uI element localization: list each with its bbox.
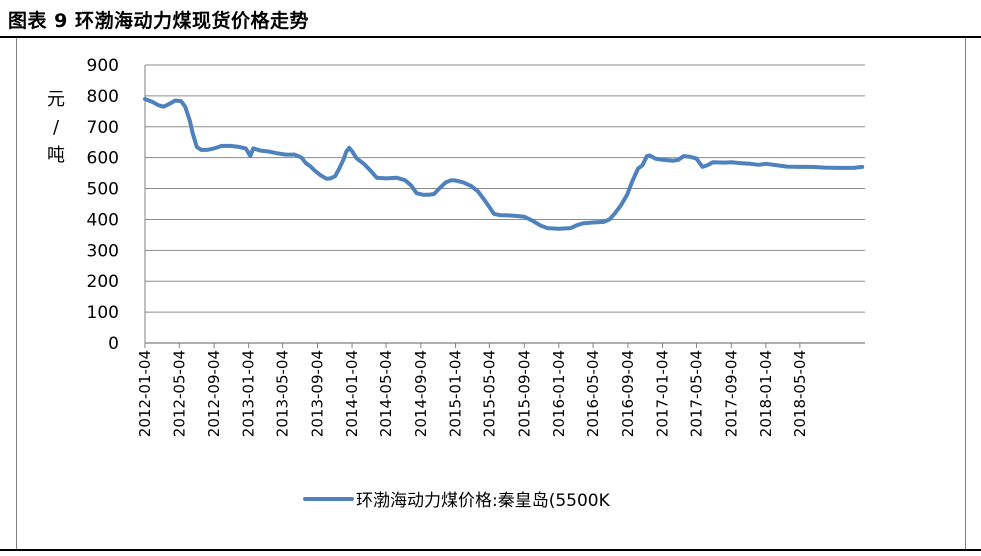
bottom-rule bbox=[0, 549, 981, 551]
y-axis-label-char: 元 bbox=[47, 89, 65, 110]
x-tick-label: 2013-05-04 bbox=[274, 350, 292, 437]
legend-label: 环渤海动力煤价格:秦皇岛(5500K bbox=[356, 491, 611, 511]
x-tick-label: 2012-05-04 bbox=[170, 350, 188, 437]
x-tick-label: 2017-05-04 bbox=[687, 350, 705, 437]
x-tick-label: 2013-01-04 bbox=[240, 350, 258, 437]
series-line bbox=[143, 97, 865, 231]
x-tick-label: 2012-09-04 bbox=[205, 350, 223, 437]
y-tick-label: 400 bbox=[87, 210, 119, 230]
chart-box bbox=[16, 38, 966, 549]
y-tick-label: 800 bbox=[87, 87, 119, 107]
x-tick-label: 2017-01-04 bbox=[653, 350, 671, 437]
x-tick-label: 2013-09-04 bbox=[308, 350, 326, 437]
x-tick-label: 2016-09-04 bbox=[619, 350, 637, 437]
y-tick-label: 100 bbox=[87, 303, 119, 323]
x-tick-label: 2016-05-04 bbox=[584, 350, 602, 437]
x-tick-label: 2015-01-04 bbox=[446, 350, 464, 437]
x-tick-label: 2018-05-04 bbox=[791, 350, 809, 437]
y-tick-label: 500 bbox=[87, 180, 119, 200]
y-axis-label-char: 吨 bbox=[47, 145, 65, 166]
x-tick-label: 2014-09-04 bbox=[412, 350, 430, 437]
x-tick-label: 2018-01-04 bbox=[757, 350, 775, 437]
figure-title: 图表 9 环渤海动力煤现货价格走势 bbox=[8, 10, 309, 32]
y-tick-label: 600 bbox=[87, 149, 119, 169]
x-tick-label: 2015-09-04 bbox=[515, 350, 533, 437]
x-tick-label: 2015-05-04 bbox=[480, 350, 498, 437]
y-tick-label: 0 bbox=[108, 334, 119, 354]
y-tick-label: 700 bbox=[87, 118, 119, 138]
y-tick-label: 200 bbox=[87, 272, 119, 292]
y-axis-label-char: / bbox=[53, 117, 60, 138]
y-tick-label: 900 bbox=[87, 56, 119, 76]
x-tick-label: 2012-01-04 bbox=[136, 350, 154, 437]
top-rule bbox=[0, 36, 981, 38]
x-tick-label: 2017-09-04 bbox=[722, 350, 740, 437]
x-tick-label: 2014-01-04 bbox=[343, 350, 361, 437]
x-tick-label: 2016-01-04 bbox=[550, 350, 568, 437]
x-tick-label: 2014-05-04 bbox=[377, 350, 395, 437]
y-tick-label: 300 bbox=[87, 241, 119, 261]
